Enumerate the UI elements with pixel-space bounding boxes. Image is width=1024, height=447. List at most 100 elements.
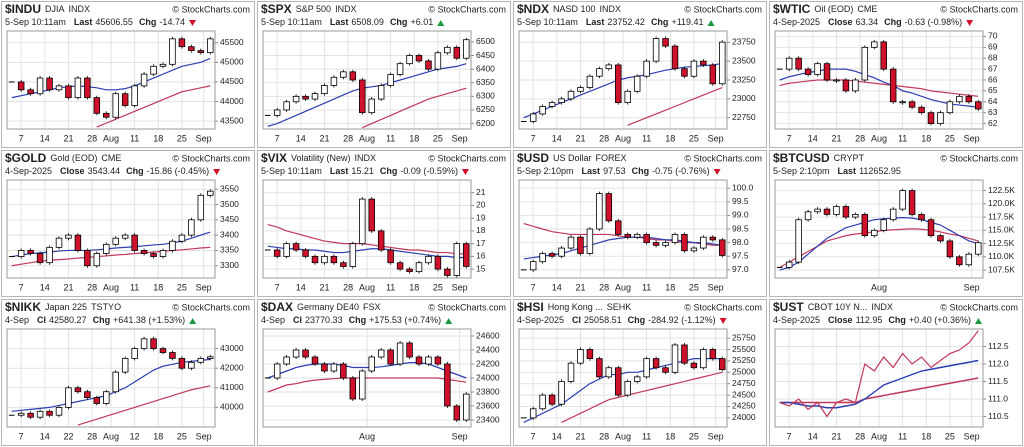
x-tick-label: 11: [898, 133, 907, 143]
plot-border: [774, 328, 984, 428]
x-tick-label: Aug: [615, 282, 631, 292]
candle: [311, 356, 319, 365]
x-tick-label: Sep: [964, 431, 980, 441]
candle: [74, 387, 82, 393]
candle: [27, 412, 34, 418]
exchange: CME: [101, 153, 121, 163]
candle: [46, 410, 53, 416]
candle: [178, 358, 186, 369]
x-tick-label: 7: [531, 133, 536, 143]
plot-border: [518, 179, 728, 279]
series-line: [523, 236, 723, 260]
plot: [779, 330, 979, 418]
candle: [633, 234, 641, 238]
instrument-name: S&P 500: [296, 4, 331, 14]
candle: [463, 243, 470, 267]
candle: [567, 90, 575, 100]
candle: [207, 356, 214, 359]
panel-border: [1, 299, 255, 446]
candle: [918, 106, 925, 114]
price-label: Cl: [572, 315, 581, 325]
y-tick-label: 17: [476, 238, 486, 248]
candle: [615, 220, 622, 235]
candle: [577, 236, 584, 254]
candle: [159, 348, 167, 353]
x-tick-label: 28: [87, 431, 97, 441]
change: +0.40 (+0.36%): [909, 315, 971, 325]
instrument-name: Hong Kong ...: [548, 302, 603, 312]
header-line: $GOLD Gold (EOD) CME: [5, 151, 121, 165]
change-arrow: [461, 169, 469, 175]
y-tick-label: 25000: [732, 367, 756, 377]
candle: [140, 338, 148, 349]
header-line: $USD US Dollar FOREX: [517, 151, 627, 165]
candle: [852, 214, 859, 218]
x-tick-label: Sep: [964, 133, 980, 143]
candle: [140, 73, 148, 87]
candle: [283, 356, 290, 365]
candle: [690, 60, 698, 77]
source: © StockCharts.com: [684, 302, 762, 312]
mini-chart: $INDU DJIA INDX © StockCharts.com 5-Sep 10:1…: [1, 1, 255, 148]
candle: [814, 63, 821, 75]
x-tick-label: 25: [433, 282, 443, 292]
y-tick-label: 24250: [732, 401, 756, 411]
candle: [918, 214, 925, 221]
plot: [520, 191, 726, 272]
instrument-name: Japan 225: [45, 302, 87, 312]
x-tick-label: 11: [130, 282, 139, 292]
candle: [169, 352, 176, 359]
candle: [671, 344, 679, 373]
series-line: [267, 377, 467, 393]
plot: [520, 36, 726, 126]
symbol: $SPX: [261, 2, 292, 16]
source: © StockCharts.com: [428, 153, 506, 163]
plot-border: [6, 328, 216, 428]
y-tick-label: 111.0: [988, 393, 1008, 403]
panel-border: [257, 150, 511, 297]
x-tick-label: Sep: [452, 282, 468, 292]
y-tick-label: 24600: [476, 330, 500, 340]
y-tick-label: 69: [988, 42, 998, 52]
candle: [65, 234, 72, 239]
candle: [359, 79, 366, 114]
change-label: Chg: [380, 166, 398, 176]
candle: [188, 361, 195, 369]
y-tick-label: 112.0: [988, 358, 1009, 368]
candle: [624, 381, 631, 396]
candle: [690, 362, 698, 369]
candle: [396, 342, 404, 365]
price-label: Close: [60, 166, 85, 176]
candle: [946, 240, 954, 258]
candle: [349, 71, 357, 81]
candle: [700, 349, 707, 369]
x-tick-label: 21: [63, 133, 73, 143]
mini-chart: $VIX Volatility (New) INDX © StockCharts.co…: [257, 150, 511, 297]
quote-line: 5-Sep 2:10pm Last 97.53 Chg -0.75 (-0.76%): [517, 166, 710, 176]
mini-chart: $WTIC Oil (EOD) CME © StockCharts.com 4-Sep-…: [769, 1, 1023, 148]
symbol: $BTCUSD: [773, 151, 830, 165]
y-tick-label: 24000: [732, 412, 756, 422]
x-tick-label: 14: [808, 431, 818, 441]
plot-border: [262, 328, 472, 428]
x-tick-label: 18: [409, 282, 419, 292]
change: -15.86 (-0.45%): [147, 166, 210, 176]
series-line: [267, 245, 467, 259]
candle: [302, 349, 309, 358]
mini-chart: $UST CBOT 10Y N... INDX © StockCharts.com 4-…: [769, 299, 1023, 446]
exchange: INDX: [355, 153, 377, 163]
x-tick-label: 14: [552, 431, 562, 441]
candle: [861, 214, 869, 237]
candle: [36, 253, 44, 264]
y-tick-label: 24200: [476, 358, 500, 368]
change-arrow: [213, 169, 221, 175]
series-line: [267, 362, 467, 379]
candle: [624, 234, 631, 238]
change-label: Chg: [651, 17, 669, 27]
candle: [84, 391, 91, 399]
candle: [965, 253, 973, 266]
exchange: CME: [857, 4, 877, 14]
change: -284.92 (-1.12%): [648, 315, 716, 325]
x-tick-label: Aug: [103, 133, 119, 143]
plot-border: [518, 30, 728, 130]
